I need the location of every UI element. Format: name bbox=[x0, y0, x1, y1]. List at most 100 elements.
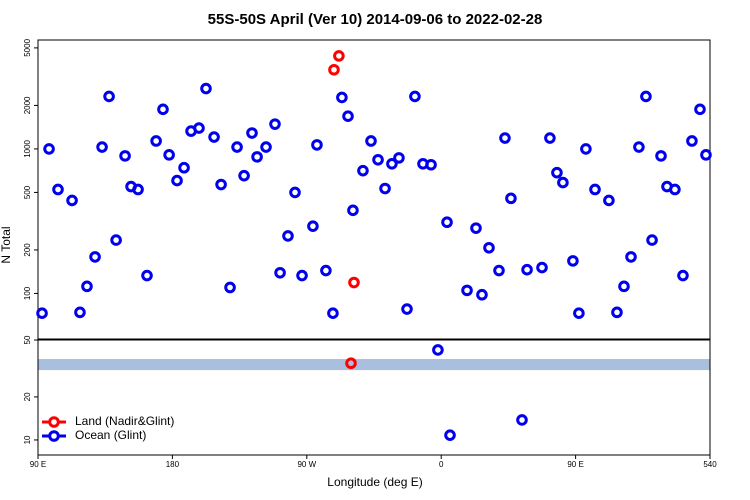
data-point bbox=[89, 251, 101, 263]
data-point bbox=[603, 194, 615, 207]
data-point bbox=[655, 150, 667, 162]
y-tick-label: 10 bbox=[23, 435, 32, 444]
data-point bbox=[274, 266, 286, 279]
data-point bbox=[379, 182, 391, 195]
data-point bbox=[393, 152, 405, 164]
x-tick-label: 180 bbox=[166, 460, 180, 469]
data-point bbox=[103, 90, 115, 103]
data-point bbox=[640, 90, 652, 103]
data-point bbox=[580, 143, 592, 155]
data-point bbox=[567, 255, 579, 267]
x-tick-label: 90 E bbox=[30, 460, 46, 469]
data-point bbox=[470, 222, 482, 234]
data-point bbox=[132, 183, 144, 196]
data-point bbox=[327, 307, 339, 320]
data-point bbox=[282, 230, 294, 242]
data-point bbox=[311, 139, 323, 151]
data-point bbox=[119, 150, 131, 162]
data-point bbox=[157, 103, 169, 116]
x-tick-label: 90 E bbox=[567, 460, 583, 469]
data-point bbox=[589, 183, 601, 196]
data-point bbox=[516, 414, 528, 426]
data-point bbox=[551, 166, 563, 179]
x-tick-label: 90 W bbox=[297, 460, 316, 469]
data-point bbox=[342, 110, 354, 123]
data-point bbox=[141, 269, 153, 282]
data-point bbox=[461, 284, 473, 297]
data-point bbox=[544, 132, 556, 144]
y-tick-label: 200 bbox=[23, 243, 32, 257]
data-point bbox=[320, 264, 332, 277]
data-point bbox=[150, 135, 162, 147]
data-point bbox=[573, 307, 585, 320]
data-point bbox=[386, 157, 398, 170]
data-point bbox=[401, 303, 413, 315]
y-tick-label: 1000 bbox=[23, 139, 32, 157]
data-point bbox=[677, 269, 689, 282]
data-point bbox=[74, 306, 86, 319]
data-point bbox=[694, 103, 706, 116]
data-point bbox=[260, 141, 272, 153]
plot-frame bbox=[37, 39, 711, 340]
data-point bbox=[521, 263, 533, 276]
y-tick-label: 20 bbox=[23, 392, 32, 401]
data-point bbox=[200, 82, 212, 95]
data-point bbox=[333, 50, 345, 62]
data-point bbox=[483, 241, 495, 254]
data-point bbox=[110, 234, 122, 246]
data-point bbox=[432, 344, 444, 356]
data-point bbox=[669, 183, 681, 196]
y-tick-label: 100 bbox=[23, 286, 32, 300]
y-tick-label: 500 bbox=[23, 185, 32, 199]
x-tick-label: 0 bbox=[439, 460, 444, 469]
data-point bbox=[625, 251, 637, 263]
data-point bbox=[289, 186, 301, 199]
y-axis-label: N Total bbox=[0, 226, 13, 263]
data-point bbox=[505, 192, 517, 205]
data-point bbox=[618, 280, 630, 293]
data-point bbox=[269, 118, 281, 130]
data-point bbox=[52, 183, 64, 196]
legend-marker bbox=[48, 430, 60, 442]
data-point bbox=[686, 135, 698, 147]
data-point bbox=[536, 261, 548, 274]
legend-marker bbox=[48, 416, 60, 428]
legend-label: Land (Nadir&Glint) bbox=[75, 414, 174, 428]
data-point bbox=[96, 141, 108, 153]
data-point bbox=[493, 264, 505, 277]
data-point bbox=[357, 164, 369, 177]
data-point bbox=[700, 149, 712, 161]
data-point bbox=[499, 132, 511, 144]
data-point bbox=[231, 141, 243, 153]
data-point bbox=[372, 153, 384, 166]
data-point bbox=[611, 306, 623, 319]
x-axis-label: Longitude (deg E) bbox=[327, 475, 422, 489]
data-point bbox=[476, 288, 488, 301]
data-point bbox=[178, 161, 190, 174]
data-point bbox=[646, 234, 658, 246]
data-point bbox=[425, 158, 437, 171]
data-point bbox=[365, 135, 377, 147]
x-tick-label: 540 bbox=[703, 460, 717, 469]
data-point bbox=[246, 127, 258, 139]
data-point bbox=[336, 91, 348, 104]
data-point bbox=[171, 174, 183, 187]
data-point bbox=[208, 131, 220, 143]
data-point bbox=[441, 216, 453, 229]
data-point bbox=[296, 269, 308, 282]
data-point bbox=[43, 143, 55, 155]
data-point bbox=[238, 169, 250, 182]
data-point bbox=[633, 141, 645, 153]
data-point bbox=[328, 63, 340, 76]
legend-label: Ocean (Glint) bbox=[75, 428, 146, 442]
y-tick-label: 2000 bbox=[23, 96, 32, 114]
data-point bbox=[224, 281, 236, 294]
data-point bbox=[557, 176, 569, 189]
data-point bbox=[348, 276, 360, 289]
data-point bbox=[215, 178, 227, 191]
data-point bbox=[163, 149, 175, 161]
data-point bbox=[307, 220, 319, 232]
data-point bbox=[444, 429, 456, 441]
data-point bbox=[81, 280, 93, 293]
data-point bbox=[66, 194, 78, 207]
